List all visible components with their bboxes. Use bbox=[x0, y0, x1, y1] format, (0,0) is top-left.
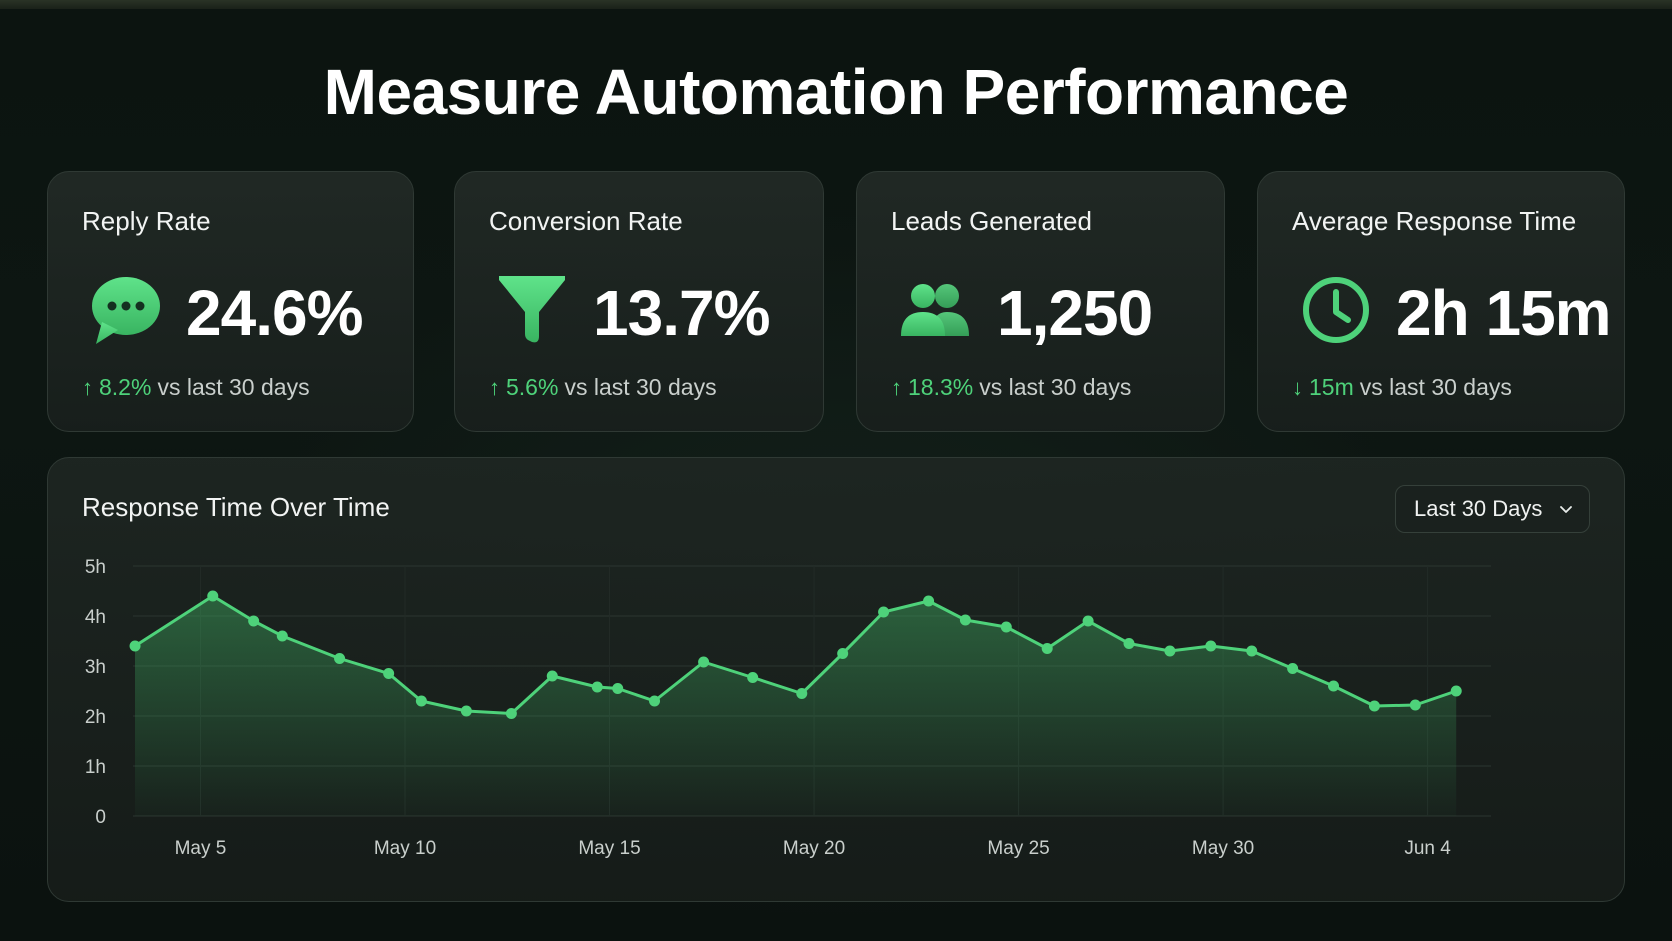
users-icon bbox=[901, 284, 969, 336]
arrow-down-icon: ↓ bbox=[1292, 374, 1303, 400]
metric-card-reply-rate: Reply Rate 24.6% ↑ 8.2% vs last 30 days bbox=[47, 171, 414, 432]
metric-card-average-response-time: Average Response Time 2h 15m ↓ 15m vs la… bbox=[1257, 171, 1625, 432]
response-time-chart: 0 1h 2h 3h 4h 5h May 5 May 10 May 15 May 20 May 25… bbox=[85, 557, 1491, 859]
data-point bbox=[1000, 621, 1012, 633]
series-line bbox=[134, 594, 1457, 715]
metric-comparison: vs last 30 days bbox=[157, 374, 310, 400]
x-tick-label: May 10 bbox=[374, 838, 436, 859]
data-point bbox=[415, 695, 427, 707]
metric-trend: ↓ 15m vs last 30 days bbox=[1292, 374, 1512, 401]
data-point bbox=[747, 672, 759, 683]
data-point bbox=[1287, 663, 1299, 674]
arrow-up-icon: ↑ bbox=[891, 374, 902, 400]
data-point bbox=[1041, 643, 1053, 654]
data-point bbox=[207, 590, 219, 602]
series-area bbox=[135, 596, 1457, 816]
data-point bbox=[276, 630, 288, 642]
funnel-icon bbox=[499, 276, 565, 343]
y-tick-label: 2h bbox=[85, 707, 106, 728]
clock-icon bbox=[1303, 277, 1369, 343]
response-time-chart-panel: Response Time Over Time Last 30 Days 0 1h… bbox=[47, 457, 1625, 902]
data-point bbox=[505, 708, 517, 719]
x-tick-label: May 25 bbox=[987, 838, 1049, 859]
data-point bbox=[383, 668, 395, 679]
data-point bbox=[796, 688, 808, 699]
metric-card-conversion-rate: Conversion Rate 13.7% ↑ 5.6% vs last 30 … bbox=[454, 171, 824, 432]
page-title: Measure Automation Performance bbox=[323, 56, 1349, 128]
data-point bbox=[248, 615, 260, 627]
data-point bbox=[591, 681, 603, 693]
metric-trend: ↑ 5.6% vs last 30 days bbox=[489, 374, 717, 401]
data-point bbox=[878, 606, 890, 618]
data-point bbox=[1409, 699, 1421, 711]
metric-comparison: vs last 30 days bbox=[979, 374, 1132, 400]
data-point bbox=[129, 640, 141, 652]
data-point bbox=[1450, 685, 1462, 697]
metric-label: Average Response Time bbox=[1292, 206, 1577, 236]
data-point bbox=[959, 614, 971, 626]
data-point bbox=[460, 705, 472, 717]
metric-value: 1,250 bbox=[997, 277, 1153, 349]
data-point bbox=[1246, 645, 1258, 657]
data-point bbox=[923, 595, 935, 607]
metric-delta: 18.3% bbox=[908, 374, 974, 400]
data-point bbox=[546, 670, 558, 682]
data-point bbox=[649, 695, 661, 707]
metric-delta: 8.2% bbox=[99, 374, 152, 400]
y-tick-label: 5h bbox=[85, 557, 106, 578]
metric-comparison: vs last 30 days bbox=[564, 374, 717, 400]
arrow-up-icon: ↑ bbox=[82, 374, 93, 400]
data-point bbox=[612, 683, 624, 694]
data-point bbox=[698, 656, 710, 668]
y-tick-label: 4h bbox=[85, 607, 106, 628]
chart-title: Response Time Over Time bbox=[82, 492, 390, 522]
data-point bbox=[1328, 680, 1340, 692]
x-tick-label: May 15 bbox=[578, 838, 640, 859]
metric-label: Conversion Rate bbox=[489, 206, 683, 236]
x-tick-label: Jun 4 bbox=[1404, 838, 1451, 859]
data-point bbox=[334, 653, 346, 664]
data-point bbox=[1164, 645, 1176, 657]
date-range-label: Last 30 Days bbox=[1414, 496, 1543, 521]
metric-value: 24.6% bbox=[186, 277, 363, 349]
metric-label: Reply Rate bbox=[82, 206, 211, 236]
data-point bbox=[1123, 638, 1135, 649]
metric-trend: ↑ 18.3% vs last 30 days bbox=[891, 374, 1131, 401]
arrow-up-icon: ↑ bbox=[489, 374, 500, 400]
x-tick-label: May 30 bbox=[1192, 838, 1254, 859]
metric-comparison: vs last 30 days bbox=[1359, 374, 1512, 400]
date-range-dropdown[interactable]: Last 30 Days bbox=[1395, 485, 1590, 533]
data-point bbox=[1368, 700, 1380, 712]
metric-card-leads-generated: Leads Generated 1,250 ↑ 18.3% vs last 30… bbox=[856, 171, 1225, 432]
data-point bbox=[1082, 615, 1094, 627]
data-point bbox=[837, 648, 849, 659]
chat-bubble-icon bbox=[92, 277, 160, 344]
y-tick-label: 3h bbox=[85, 657, 106, 678]
y-tick-label: 1h bbox=[85, 757, 106, 778]
metric-label: Leads Generated bbox=[891, 206, 1092, 236]
top-border bbox=[0, 0, 1672, 9]
metric-trend: ↑ 8.2% vs last 30 days bbox=[82, 374, 310, 401]
x-tick-label: May 20 bbox=[783, 838, 845, 859]
chevron-down-icon bbox=[1560, 506, 1573, 513]
metric-value: 2h 15m bbox=[1396, 277, 1612, 349]
data-point bbox=[1205, 640, 1217, 652]
y-tick-label: 0 bbox=[95, 807, 106, 828]
metric-value: 13.7% bbox=[593, 277, 770, 349]
metric-delta: 15m bbox=[1309, 374, 1354, 400]
x-tick-label: May 5 bbox=[175, 838, 227, 859]
metric-delta: 5.6% bbox=[506, 374, 559, 400]
